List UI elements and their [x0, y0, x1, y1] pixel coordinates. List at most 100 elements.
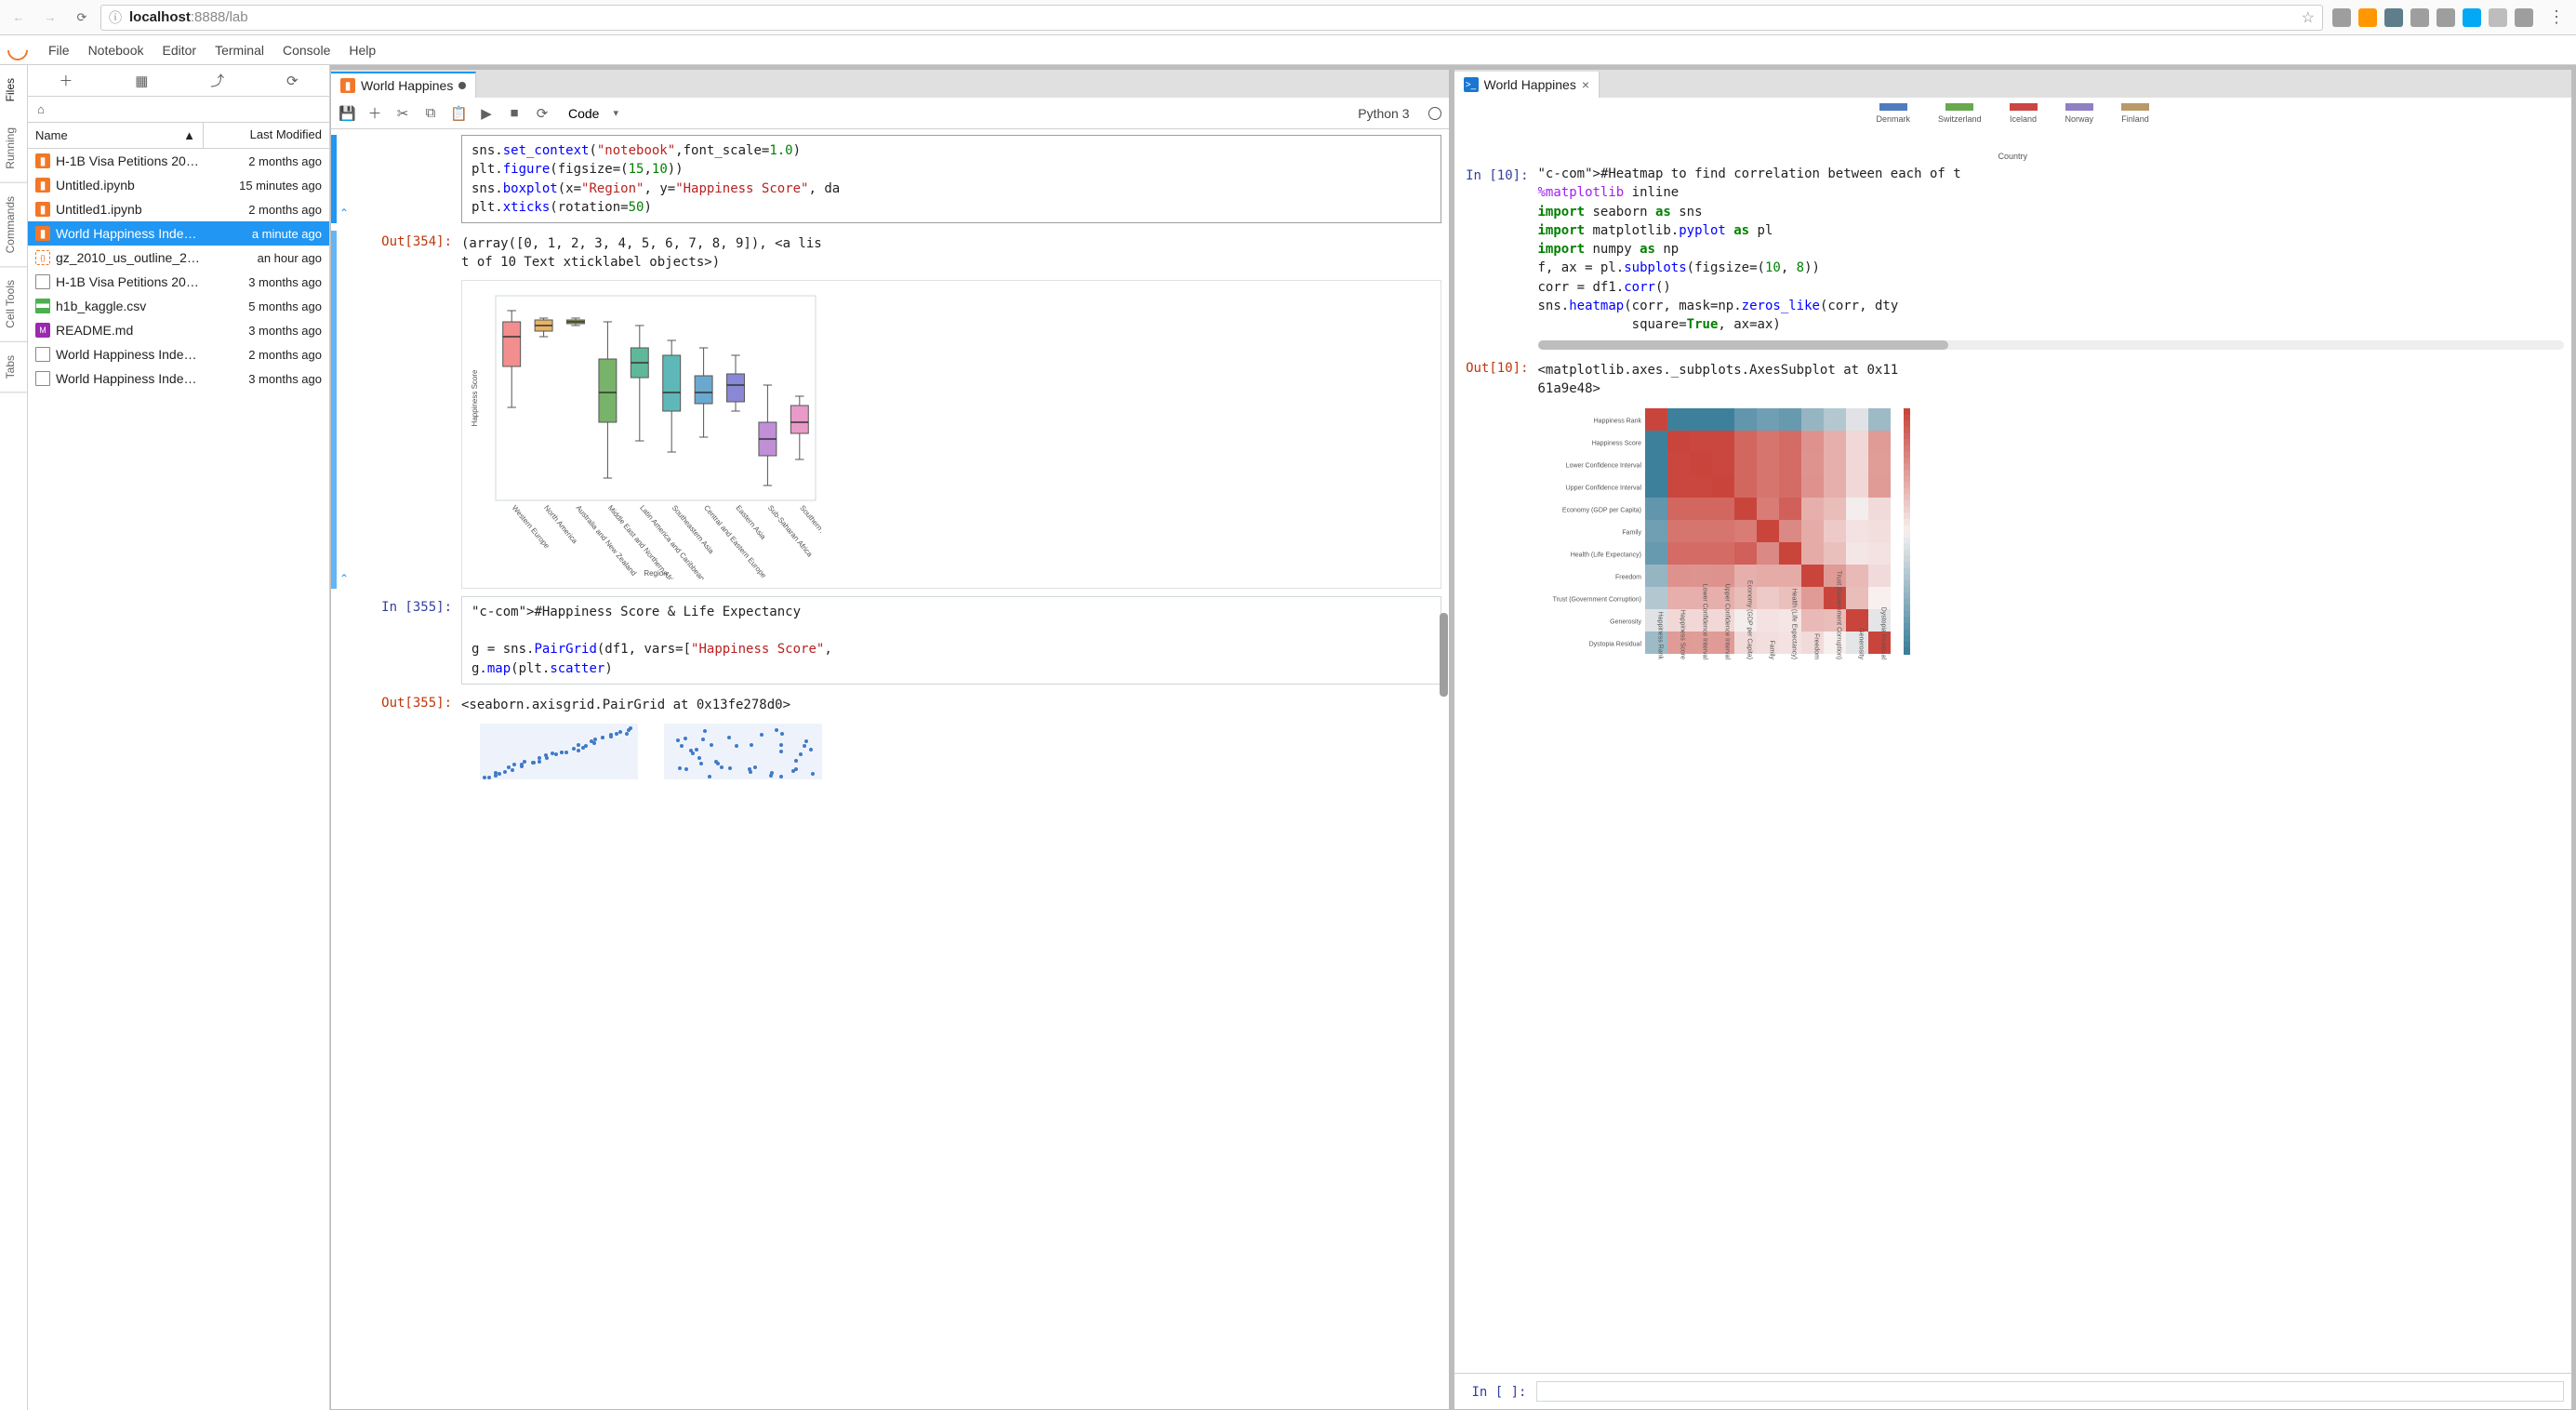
- side-tab-running[interactable]: Running: [0, 114, 27, 183]
- jupyter-logo-icon: [3, 35, 32, 64]
- extension-icon[interactable]: [2384, 8, 2403, 27]
- file-row[interactable]: World Happiness Inde…2 months ago: [28, 342, 329, 366]
- collapse-toggle-icon[interactable]: [337, 692, 352, 779]
- file-row[interactable]: {}gz_2010_us_outline_2…an hour ago: [28, 246, 329, 270]
- legend-item: Switzerland: [1938, 103, 1982, 124]
- md-icon: M: [35, 323, 50, 338]
- svg-text:Freedom: Freedom: [1614, 575, 1640, 581]
- tab-close-icon[interactable]: ×: [1582, 77, 1589, 92]
- file-row[interactable]: ▮World Happiness Inde…a minute ago: [28, 221, 329, 246]
- file-row[interactable]: MREADME.md3 months ago: [28, 318, 329, 342]
- reload-button[interactable]: ⟳: [69, 5, 95, 31]
- horizontal-scrollbar[interactable]: [1538, 340, 2565, 350]
- menu-file[interactable]: File: [39, 39, 79, 61]
- save-icon[interactable]: 💾: [339, 105, 355, 122]
- menu-editor[interactable]: Editor: [153, 39, 206, 61]
- scrollbar-thumb[interactable]: [1440, 613, 1448, 697]
- menu-terminal[interactable]: Terminal: [206, 39, 273, 61]
- stop-icon[interactable]: ■: [506, 105, 523, 121]
- left-sidebar-tabs: FilesRunningCommandsCell ToolsTabs: [0, 65, 28, 1410]
- browser-toolbar: ← → ⟳ ⓘ localhost:8888/lab ☆ ⋮: [0, 0, 2576, 35]
- code-cell[interactable]: In [355]: "c-com">#Happiness Score & Lif…: [331, 594, 1449, 690]
- code-editor[interactable]: "c-com">#Happiness Score & Life Expectan…: [461, 596, 1441, 685]
- svg-text:Family: Family: [1768, 641, 1774, 660]
- file-row[interactable]: World Happiness Inde…3 months ago: [28, 366, 329, 391]
- file-row[interactable]: ▮Untitled1.ipynb2 months ago: [28, 197, 329, 221]
- extension-icon[interactable]: [2410, 8, 2429, 27]
- tab-world-happiness-nb[interactable]: ▮ World Happines: [331, 72, 476, 98]
- code-cell[interactable]: ⌃ sns.set_context("notebook",font_scale=…: [331, 133, 1449, 229]
- svg-text:North America: North America: [542, 503, 579, 545]
- in-prompt: In [355]:: [352, 596, 461, 685]
- legend-item: Denmark: [1876, 103, 1910, 124]
- menu-help[interactable]: Help: [339, 39, 385, 61]
- in-prompt: In [ ]:: [1462, 1381, 1536, 1402]
- upload-icon[interactable]: ⤴: [210, 71, 224, 90]
- file-icon: [35, 347, 50, 362]
- header-name[interactable]: Name▲: [28, 123, 204, 148]
- extension-icon[interactable]: [2515, 8, 2533, 27]
- home-icon[interactable]: ⌂: [37, 102, 45, 116]
- file-name: H-1B Visa Petitions 20…: [56, 153, 205, 168]
- paste-icon[interactable]: 📋: [450, 105, 467, 122]
- bookmark-star-icon[interactable]: ☆: [2302, 8, 2315, 27]
- file-row[interactable]: ▮Untitled.ipynb15 minutes ago: [28, 173, 329, 197]
- extension-icon[interactable]: [2489, 8, 2507, 27]
- new-launcher-icon[interactable]: ＋: [59, 71, 73, 90]
- file-icon: [35, 274, 50, 289]
- nb-icon: ▮: [35, 226, 50, 241]
- run-icon[interactable]: ▶: [478, 105, 495, 122]
- file-row[interactable]: ▮H-1B Visa Petitions 20…2 months ago: [28, 149, 329, 173]
- file-row[interactable]: h1b_kaggle.csv5 months ago: [28, 294, 329, 318]
- tab-label: World Happines: [361, 78, 453, 93]
- file-list-header: Name▲ Last Modified: [28, 123, 329, 149]
- extension-icon[interactable]: [2358, 8, 2377, 27]
- side-tab-files[interactable]: Files: [0, 65, 27, 114]
- side-tab-cell-tools[interactable]: Cell Tools: [0, 267, 27, 342]
- chrome-menu-button[interactable]: ⋮: [2543, 7, 2570, 27]
- dock-area: ▮ World Happines 💾 ＋ ✂ ⧉ 📋 ▶ ■ ⟳ Code Py…: [330, 65, 2576, 1410]
- menu-notebook[interactable]: Notebook: [79, 39, 153, 61]
- file-modified: an hour ago: [210, 251, 322, 265]
- svg-text:Region: Region: [644, 569, 667, 578]
- collapse-toggle-icon[interactable]: [337, 596, 352, 685]
- tab-world-happiness-console[interactable]: >_ World Happines ×: [1454, 72, 1600, 98]
- site-info-icon[interactable]: ⓘ: [109, 8, 122, 27]
- extension-icon[interactable]: [2437, 8, 2455, 27]
- cut-icon[interactable]: ✂: [394, 105, 411, 122]
- breadcrumb[interactable]: ⌂: [28, 97, 329, 123]
- collapse-toggle-icon[interactable]: ⌃: [337, 231, 352, 589]
- legend-item: Iceland: [2010, 103, 2038, 124]
- svg-text:Health (Life Expectancy): Health (Life Expectancy): [1790, 589, 1797, 659]
- code-editor[interactable]: sns.set_context("notebook",font_scale=1.…: [461, 135, 1441, 223]
- collapse-toggle-icon[interactable]: ⌃: [337, 135, 352, 223]
- file-modified: 3 months ago: [210, 324, 322, 338]
- side-tab-tabs[interactable]: Tabs: [0, 342, 27, 392]
- side-tab-commands[interactable]: Commands: [0, 183, 27, 267]
- file-row[interactable]: H-1B Visa Petitions 20…3 months ago: [28, 270, 329, 294]
- new-folder-icon[interactable]: ▦: [135, 73, 148, 89]
- file-list: ▮H-1B Visa Petitions 20…2 months ago▮Unt…: [28, 149, 329, 1410]
- insert-cell-icon[interactable]: ＋: [366, 103, 383, 123]
- address-bar[interactable]: ⓘ localhost:8888/lab ☆: [100, 5, 2323, 31]
- refresh-icon[interactable]: ⟳: [286, 73, 299, 89]
- out-prompt: Out[355]:: [352, 692, 461, 779]
- notebook-cells-left: ⌃ sns.set_context("notebook",font_scale=…: [331, 129, 1449, 1409]
- output-text: <seaborn.axisgrid.PairGrid at 0x13fe278d…: [461, 692, 1441, 714]
- menu-console[interactable]: Console: [273, 39, 339, 61]
- extension-icon[interactable]: [2463, 8, 2481, 27]
- forward-button[interactable]: →: [37, 5, 63, 31]
- svg-text:Upper Confidence Interval: Upper Confidence Interval: [1723, 584, 1730, 660]
- file-name: World Happiness Inde…: [56, 371, 205, 386]
- back-button[interactable]: ←: [6, 5, 32, 31]
- extension-icon[interactable]: [2332, 8, 2351, 27]
- kernel-status-icon: [1428, 107, 1441, 120]
- console-input[interactable]: [1536, 1381, 2565, 1402]
- kernel-name[interactable]: Python 3: [1358, 106, 1409, 121]
- header-modified[interactable]: Last Modified: [204, 123, 329, 148]
- console-input-cell[interactable]: In [ ]:: [1454, 1373, 2572, 1409]
- restart-icon[interactable]: ⟳: [534, 105, 551, 122]
- file-modified: 15 minutes ago: [210, 179, 322, 193]
- celltype-select[interactable]: Code: [562, 103, 625, 124]
- copy-icon[interactable]: ⧉: [422, 105, 439, 121]
